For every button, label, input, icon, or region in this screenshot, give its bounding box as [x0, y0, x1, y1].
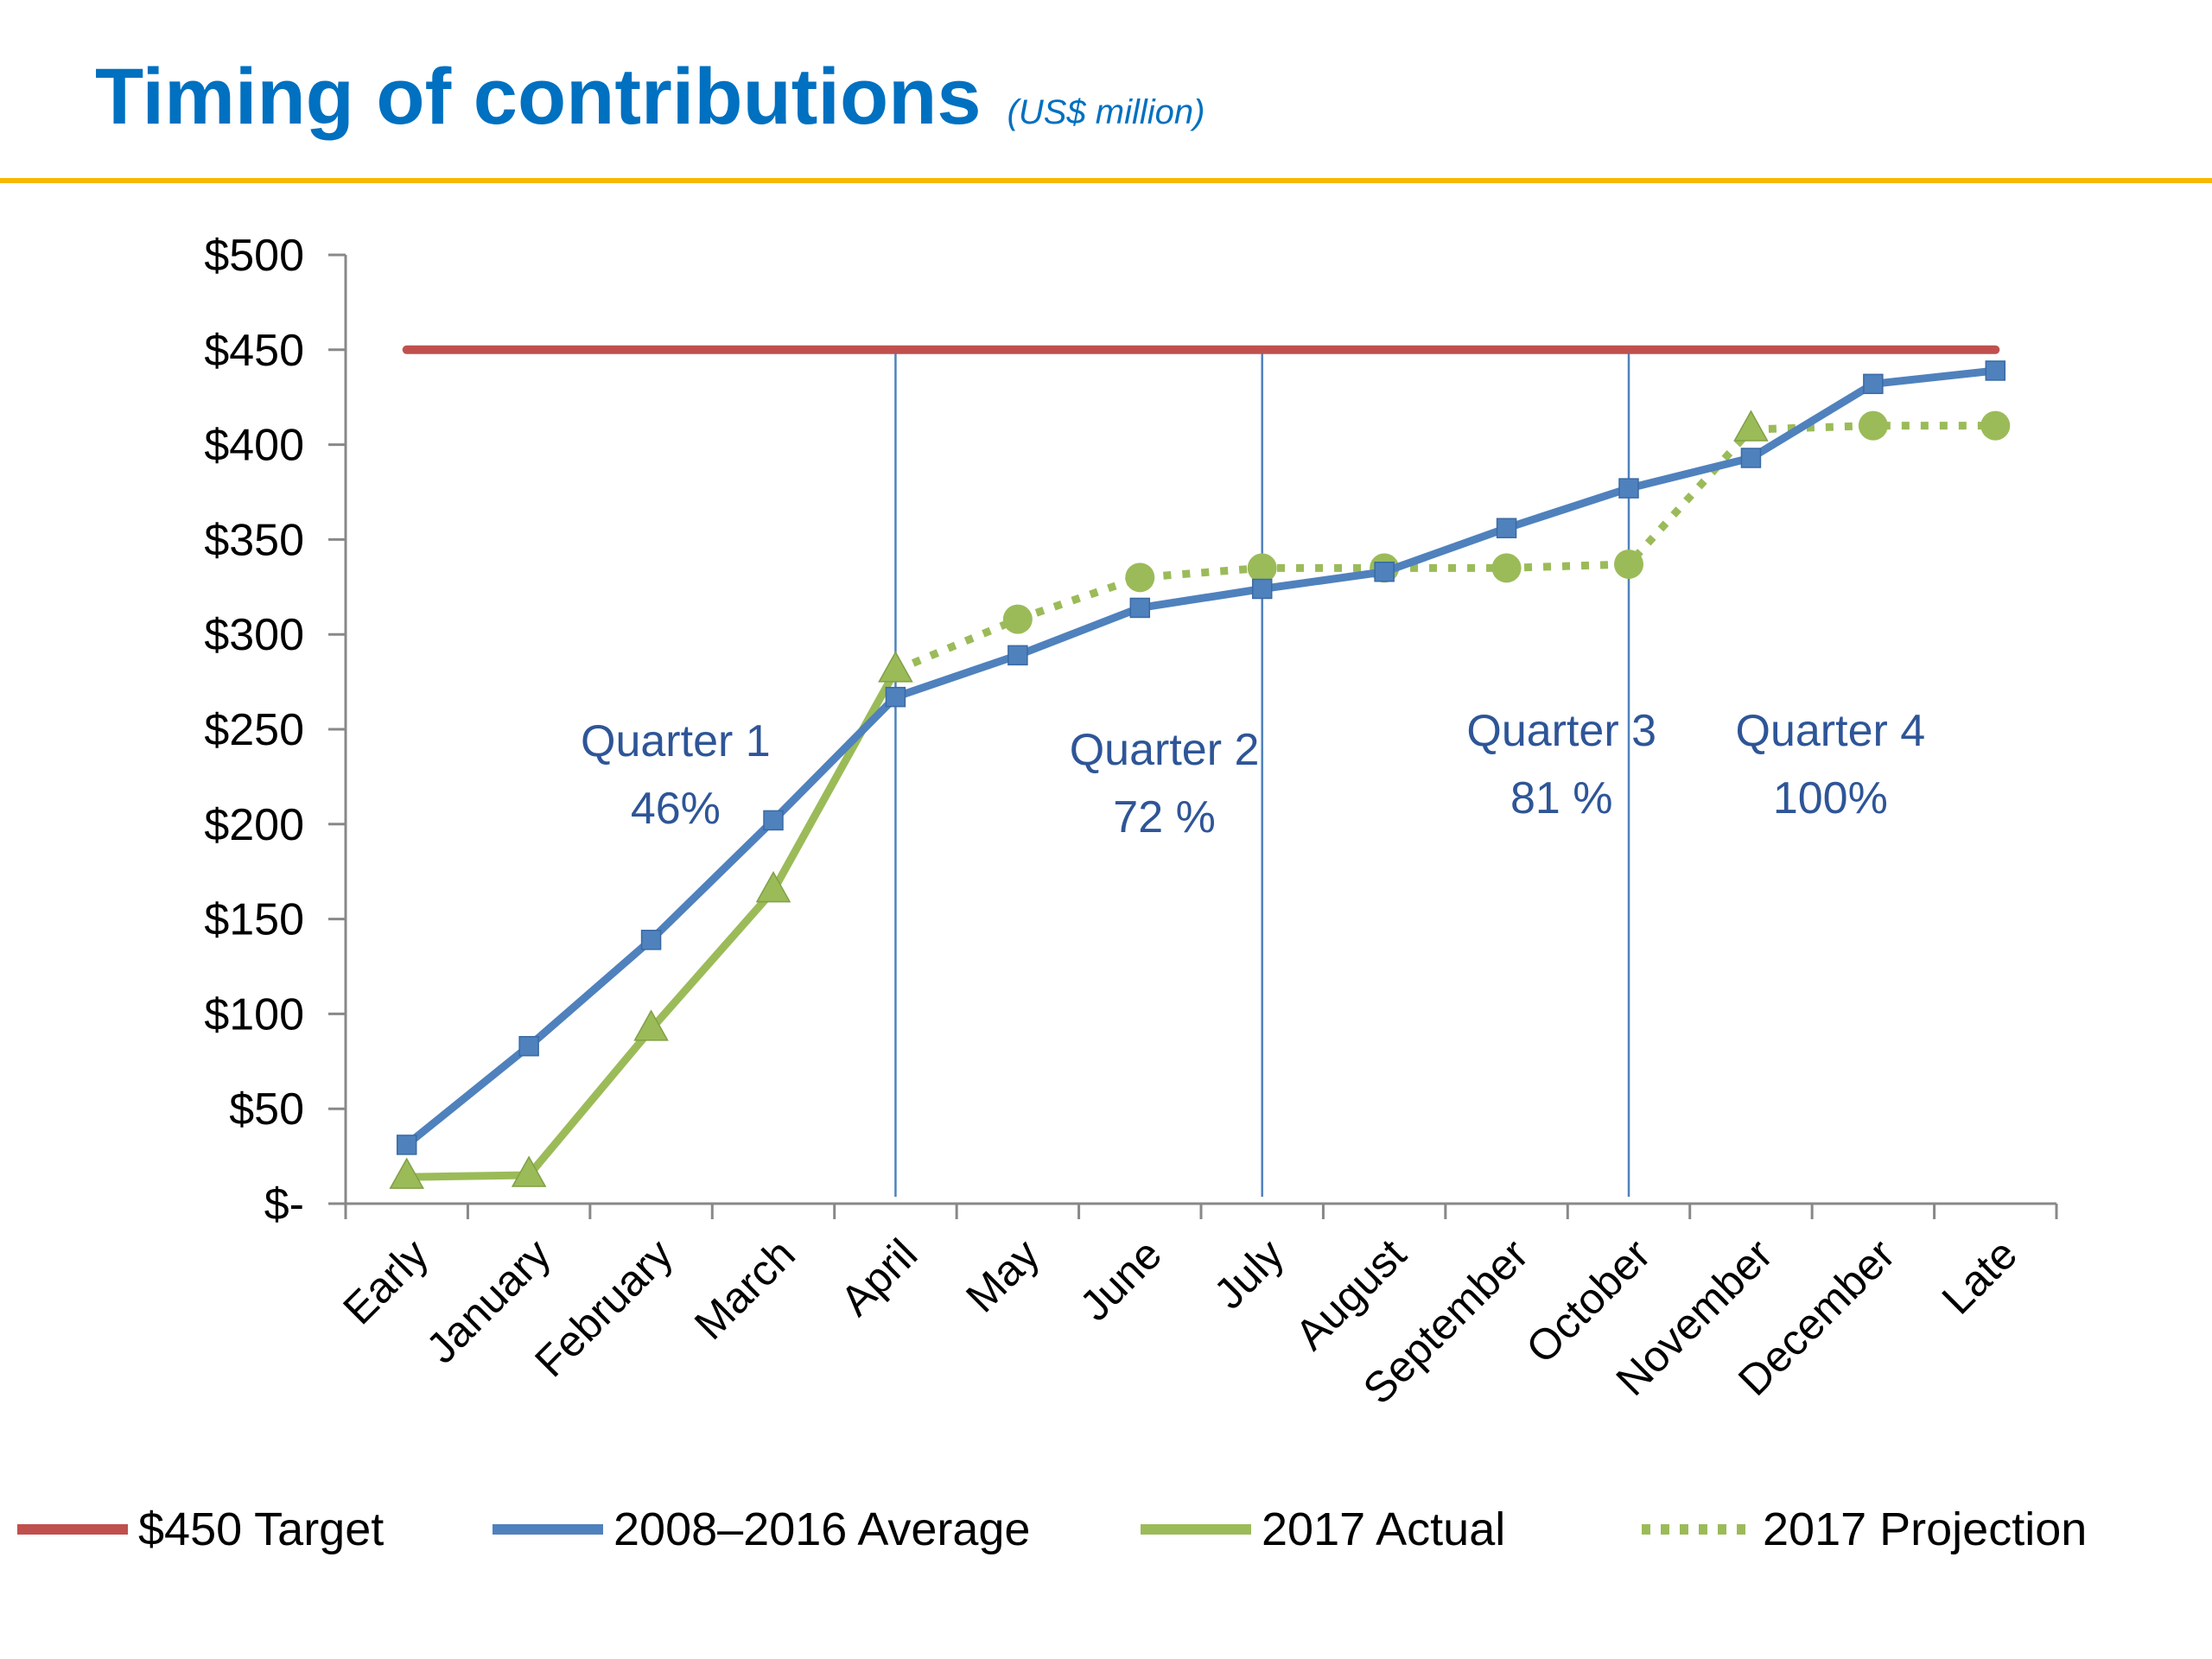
average-point: [1618, 478, 1639, 499]
x-tick-label: June: [1071, 1230, 1171, 1330]
y-tick-label: $500: [204, 231, 304, 281]
average-point: [1985, 360, 2006, 381]
actual-point: [878, 651, 913, 683]
projection-point: [1980, 410, 2011, 441]
y-tick-label: $250: [204, 705, 304, 755]
quarter-label: Quarter 1: [581, 716, 771, 766]
actual-point: [511, 1155, 547, 1187]
page-title: Timing of contributions: [95, 53, 982, 141]
legend-swatch: [17, 1524, 128, 1535]
chart-legend: $450 Target 2008–2016 Average 2017 Actual 2…: [0, 1486, 2212, 1573]
legend-item: 2008–2016 Average: [493, 1486, 1030, 1573]
y-tick-label: $350: [204, 515, 304, 565]
legend-item: 2017 Projection: [1642, 1486, 2087, 1573]
legend-item: 2017 Actual: [1141, 1486, 1505, 1573]
y-tick-label: $300: [204, 610, 304, 660]
quarter-label: Quarter 2: [1070, 725, 1260, 775]
legend-swatch: [493, 1524, 603, 1535]
quarter-percent: 100%: [1773, 773, 1888, 823]
quarter-percent: 72 %: [1113, 792, 1216, 842]
legend-item: $450 Target: [17, 1486, 384, 1573]
y-tick-label: $450: [204, 326, 304, 376]
page-subtitle: (US$ million): [1007, 93, 1205, 131]
average-line: [403, 366, 1999, 1149]
average-point: [1496, 518, 1517, 538]
x-tick-label: Early: [334, 1230, 437, 1333]
average-point: [1374, 561, 1395, 582]
actual-point: [633, 1009, 669, 1041]
projection-point: [1491, 553, 1522, 583]
x-tick-label: May: [957, 1230, 1048, 1321]
title-row: Timing of contributions (US$ million): [95, 52, 1205, 164]
average-point: [1129, 597, 1151, 619]
average-point: [518, 1035, 539, 1057]
legend-label: 2017 Actual: [1262, 1503, 1506, 1555]
x-tick-label: April: [831, 1230, 926, 1325]
average-point: [1007, 645, 1028, 666]
average-point: [763, 810, 784, 831]
contributions-chart: $- $50 $100 $150 $200 $250 $300 $350 $400 $450 $50…: [204, 231, 2058, 1414]
x-tick-label: March: [685, 1230, 804, 1349]
quarter-percent: 46%: [631, 784, 721, 834]
quarter-percent: 81 %: [1510, 773, 1613, 823]
legend-label: $450 Target: [138, 1503, 385, 1555]
average-point: [885, 686, 906, 708]
average-point: [640, 930, 662, 950]
x-tick-label: Late: [1933, 1230, 2026, 1323]
projection-point: [1858, 410, 1888, 441]
projection-point: [1614, 549, 1643, 579]
quarter-label: Quarter 3: [1466, 706, 1656, 756]
x-tick-label: July: [1205, 1230, 1293, 1318]
y-tick-label: $50: [229, 1084, 304, 1135]
quarter-label: Quarter 4: [1736, 706, 1926, 756]
y-tick-label: $400: [204, 421, 304, 471]
projection-line: [893, 422, 1996, 675]
projection-point: [1733, 410, 1769, 442]
projection-point: [1002, 604, 1033, 634]
actual-point: [755, 871, 791, 903]
y-tick-label: $200: [204, 800, 304, 850]
y-tick-label: $150: [204, 895, 304, 945]
legend-label: 2017 Projection: [1763, 1503, 2088, 1555]
projection-point: [1247, 553, 1277, 583]
legend-label: 2008–2016 Average: [613, 1503, 1031, 1555]
legend-swatch: [1642, 1524, 1752, 1535]
y-tick-label: $-: [264, 1179, 304, 1230]
projection-point: [1125, 563, 1155, 593]
average-point: [1740, 448, 1762, 468]
y-tick-label: $100: [204, 989, 304, 1039]
actual-point: [389, 1157, 424, 1189]
legend-swatch: [1141, 1524, 1251, 1535]
title-divider: [0, 178, 2212, 183]
average-point: [1863, 373, 1884, 395]
average-point: [396, 1135, 417, 1155]
average-point: [1251, 578, 1273, 600]
